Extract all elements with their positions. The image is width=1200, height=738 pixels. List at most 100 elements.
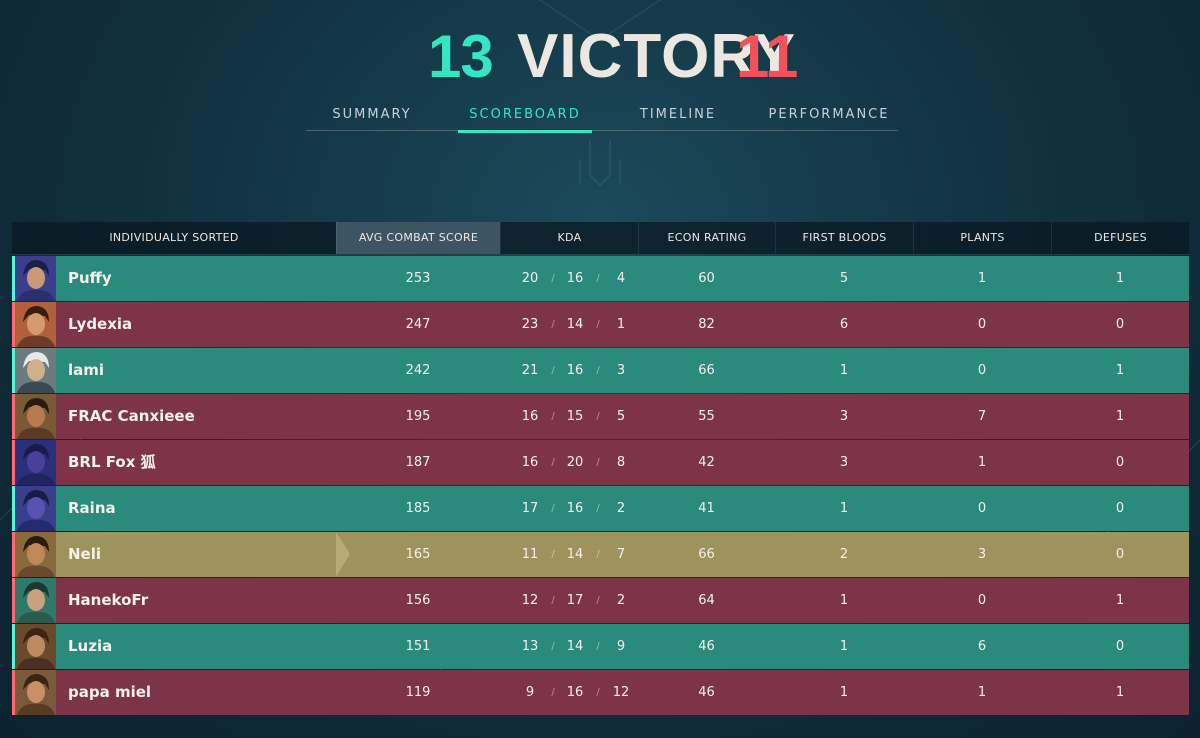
column-header-kda[interactable]: KDA — [500, 222, 638, 254]
kda-separator: / — [551, 365, 555, 376]
econ-value: 55 — [698, 409, 715, 424]
agent-portrait-icon — [15, 302, 56, 347]
tab-performance[interactable]: PERFORMANCE — [768, 107, 890, 122]
table-row[interactable]: BRL Fox 狐 187 16 / 20 / 8 42 3 1 0 — [12, 440, 1189, 485]
first-bloods-value: 1 — [839, 501, 849, 516]
assists-value: 12 — [612, 685, 630, 700]
acs-value: 187 — [405, 455, 431, 470]
defuses-value: 1 — [1115, 363, 1125, 378]
table-row[interactable]: lami 242 21 / 16 / 3 66 1 0 1 — [12, 348, 1189, 393]
deaths-value: 15 — [566, 409, 584, 424]
kills-value: 9 — [525, 685, 535, 700]
econ-value: 46 — [698, 639, 715, 654]
kda-separator: / — [596, 319, 600, 330]
team-indicator — [12, 394, 15, 439]
agent-portrait-icon — [15, 670, 56, 715]
assists-value: 7 — [616, 547, 626, 562]
acs-value: 185 — [405, 501, 431, 516]
defuses-value: 0 — [1115, 317, 1125, 332]
tab-scoreboard[interactable]: SCOREBOARD — [458, 100, 592, 133]
plants-value: 0 — [977, 363, 987, 378]
plants-value: 1 — [977, 685, 987, 700]
player-name: Raina — [68, 499, 116, 517]
column-header-first-bloods[interactable]: FIRST BLOODS — [775, 222, 913, 254]
deaths-value: 16 — [566, 501, 584, 516]
first-bloods-value: 1 — [839, 363, 849, 378]
team-indicator — [12, 670, 15, 715]
column-header-acs[interactable]: AVG COMBAT SCORE — [336, 222, 500, 254]
table-row[interactable]: Puffy 253 20 / 16 / 4 60 5 1 1 — [12, 256, 1189, 301]
acs-value: 242 — [405, 363, 431, 378]
kda-separator: / — [551, 411, 555, 422]
kda-separator: / — [551, 457, 555, 468]
table-row[interactable]: Neli 165 11 / 14 / 7 66 2 3 0 — [12, 532, 1189, 577]
deaths-value: 14 — [566, 639, 584, 654]
defuses-value: 0 — [1115, 455, 1125, 470]
assists-value: 2 — [616, 501, 626, 516]
econ-value: 66 — [698, 547, 715, 562]
kills-value: 20 — [521, 271, 539, 286]
deaths-value: 17 — [566, 593, 584, 608]
acs-value: 156 — [405, 593, 431, 608]
agent-portrait-icon — [15, 440, 56, 485]
plants-value: 6 — [977, 639, 987, 654]
first-bloods-value: 6 — [839, 317, 849, 332]
defuses-value: 0 — [1115, 639, 1125, 654]
tab-timeline[interactable]: TIMELINE — [639, 107, 717, 122]
econ-value: 60 — [698, 271, 715, 286]
defuses-value: 0 — [1115, 547, 1125, 562]
kills-value: 11 — [521, 547, 539, 562]
defuses-value: 1 — [1115, 409, 1125, 424]
kda-separator: / — [596, 273, 600, 284]
assists-value: 1 — [616, 317, 626, 332]
team-indicator — [12, 348, 15, 393]
team-indicator — [12, 440, 15, 485]
assists-value: 8 — [616, 455, 626, 470]
kills-value: 23 — [521, 317, 539, 332]
team-indicator — [12, 532, 15, 577]
assists-value: 9 — [616, 639, 626, 654]
econ-value: 66 — [698, 363, 715, 378]
first-bloods-value: 1 — [839, 593, 849, 608]
agent-portrait-icon — [15, 256, 56, 301]
table-row[interactable]: Raina 185 17 / 16 / 2 41 1 0 0 — [12, 486, 1189, 531]
table-row[interactable]: Luzia 151 13 / 14 / 9 46 1 6 0 — [12, 624, 1189, 669]
plants-value: 7 — [977, 409, 987, 424]
tab-bar: SUMMARY SCOREBOARD TIMELINE PERFORMANCE — [306, 100, 898, 133]
table-row[interactable]: Lydexia 247 23 / 14 / 1 82 6 0 0 — [12, 302, 1189, 347]
kills-value: 21 — [521, 363, 539, 378]
team-indicator — [12, 624, 15, 669]
column-header-plants[interactable]: PLANTS — [913, 222, 1051, 254]
table-row[interactable]: papa miel 119 9 / 16 / 12 46 1 1 1 — [12, 670, 1189, 715]
kda-separator: / — [596, 503, 600, 514]
kda-separator: / — [596, 457, 600, 468]
assists-value: 2 — [616, 593, 626, 608]
first-bloods-value: 1 — [839, 639, 849, 654]
match-header: 13 VICTORY 11 — [0, 22, 1200, 92]
agent-portrait-icon — [15, 532, 56, 577]
defuses-value: 1 — [1115, 271, 1125, 286]
agent-portrait-icon — [15, 394, 56, 439]
kills-value: 13 — [521, 639, 539, 654]
column-header-player[interactable]: INDIVIDUALLY SORTED — [109, 231, 239, 244]
kills-value: 17 — [521, 501, 539, 516]
player-name: HanekoFr — [68, 591, 149, 609]
table-row[interactable]: HanekoFr 156 12 / 17 / 2 64 1 0 1 — [12, 578, 1189, 623]
column-header-econ[interactable]: ECON RATING — [638, 222, 775, 254]
kda-separator: / — [551, 273, 555, 284]
agent-portrait-icon — [15, 578, 56, 623]
assists-value: 3 — [616, 363, 626, 378]
first-bloods-value: 3 — [839, 409, 849, 424]
kda-separator: / — [551, 687, 555, 698]
defuses-value: 1 — [1115, 685, 1125, 700]
team-score: 13 — [428, 23, 494, 90]
acs-value: 253 — [405, 271, 431, 286]
team-indicator — [12, 256, 15, 301]
column-header-defuses[interactable]: DEFUSES — [1051, 222, 1189, 254]
tab-summary[interactable]: SUMMARY — [332, 107, 412, 122]
kda-separator: / — [551, 641, 555, 652]
plants-value: 0 — [977, 501, 987, 516]
econ-value: 41 — [698, 501, 715, 516]
table-row[interactable]: FRAC Canxieee 195 16 / 15 / 5 55 3 7 1 — [12, 394, 1189, 439]
scoreboard-table: INDIVIDUALLY SORTED AVG COMBAT SCORE KDA… — [12, 222, 1189, 715]
